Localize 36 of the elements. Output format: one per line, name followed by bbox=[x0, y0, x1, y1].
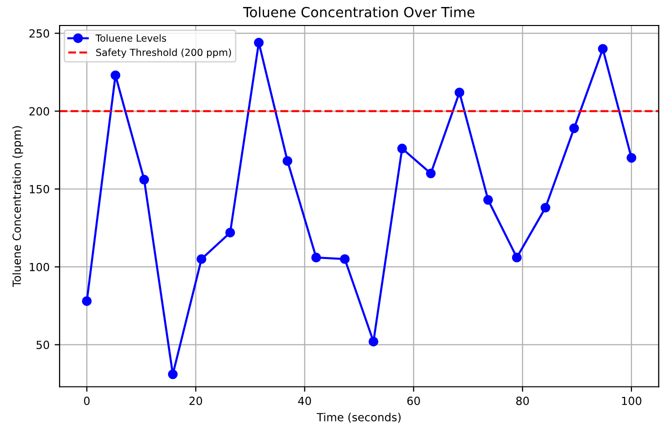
point bbox=[426, 168, 436, 178]
x-tick-label: 0 bbox=[84, 396, 90, 406]
y-tick-label: 150 bbox=[30, 184, 50, 194]
point bbox=[368, 336, 378, 346]
point bbox=[540, 202, 550, 213]
x-tick-label: 60 bbox=[407, 396, 420, 406]
y-tick-label: 100 bbox=[30, 262, 50, 272]
point bbox=[340, 254, 350, 264]
point bbox=[626, 152, 636, 163]
legend-label: Safety Threshold (200 ppm) bbox=[96, 48, 231, 58]
y-tick-label: 50 bbox=[36, 340, 50, 350]
y-axis-title: Toluene Concentration (ppm) bbox=[12, 126, 24, 288]
point bbox=[454, 88, 464, 98]
x-tick-label: 100 bbox=[622, 396, 642, 406]
chart-title: Toluene Concentration Over Time bbox=[243, 6, 474, 18]
point bbox=[311, 252, 322, 262]
point bbox=[225, 228, 236, 238]
point bbox=[397, 144, 407, 154]
x-axis-title: Time (seconds) bbox=[316, 412, 401, 423]
point bbox=[196, 254, 206, 264]
point bbox=[168, 369, 178, 380]
x-tick-label: 80 bbox=[516, 396, 529, 406]
point bbox=[254, 38, 264, 48]
y-tick-label: 200 bbox=[29, 107, 50, 116]
point bbox=[512, 252, 522, 262]
point bbox=[569, 123, 579, 134]
point bbox=[82, 296, 92, 306]
legend-label: Toluene Levels bbox=[96, 34, 166, 42]
x-tick-label: 40 bbox=[298, 396, 311, 406]
point bbox=[282, 156, 292, 166]
point bbox=[483, 195, 493, 205]
point bbox=[139, 174, 150, 185]
y-tick-label: 250 bbox=[29, 29, 50, 38]
point bbox=[598, 44, 608, 54]
x-tick-label: 20 bbox=[189, 396, 202, 406]
point bbox=[110, 70, 120, 80]
